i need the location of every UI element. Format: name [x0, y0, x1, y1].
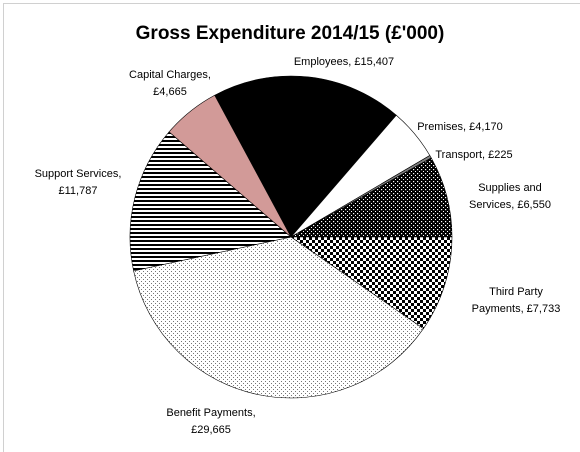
pie-slice	[214, 75, 397, 238]
data-label: Employees, £15,407	[294, 56, 394, 68]
pie-slice	[290, 236, 453, 330]
data-label: Transport, £225	[435, 149, 512, 161]
chart-border	[3, 3, 580, 452]
data-label: Support Services, £11,787	[35, 168, 122, 197]
chart-title: Gross Expenditure 2014/15 (£'000)	[136, 23, 445, 44]
pie-slice	[133, 236, 424, 399]
data-label: Supplies and Services, £6,550	[469, 182, 551, 211]
pie-slice	[129, 131, 292, 272]
data-label: Benefit Payments, £29,665	[166, 407, 255, 436]
data-label: Premises, £4,170	[417, 121, 503, 133]
data-label: Third Party Payments, £7,733	[472, 286, 561, 315]
data-label: Capital Charges, £4,665	[129, 69, 211, 98]
pie-slice	[168, 94, 292, 238]
